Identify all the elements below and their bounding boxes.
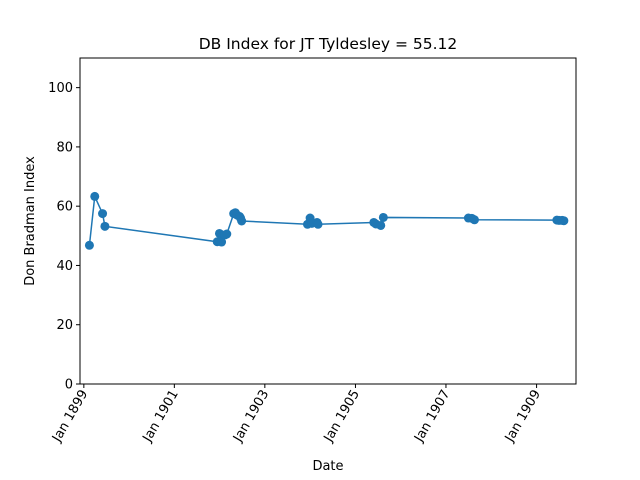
x-tick-label: Jan 1905 (321, 388, 363, 446)
plot-frame (79, 57, 577, 385)
data-point (559, 216, 569, 226)
data-point (378, 212, 388, 222)
y-axis: 0 20 40 60 80 100 (48, 81, 80, 393)
x-tick-label: Jan 1901 (140, 388, 182, 446)
data-point (90, 191, 100, 201)
data-point (237, 216, 247, 226)
data-point (217, 237, 227, 247)
x-tick-label: Jan 1909 (502, 388, 544, 446)
data-point (84, 240, 94, 250)
y-tick-label: 40 (56, 259, 73, 274)
data-point (469, 215, 479, 225)
data-point (313, 219, 323, 229)
x-axis-label: Date (312, 459, 343, 474)
data-point (98, 209, 108, 219)
y-tick-label: 0 (65, 378, 73, 393)
data-point (222, 229, 232, 239)
chart-title: DB Index for JT Tyldesley = 55.12 (199, 35, 458, 53)
y-tick-label: 60 (56, 200, 73, 215)
x-tick-label: Jan 1903 (230, 388, 272, 446)
y-tick-label: 100 (48, 81, 73, 96)
x-tick-label: Jan 1907 (411, 388, 453, 446)
x-axis: Jan 1899 Jan 1901 Jan 1903 Jan 1905 Jan 1907… (49, 384, 544, 445)
data-point (376, 220, 386, 230)
plot-area (80, 58, 576, 384)
y-axis-label: Don Bradman Index (23, 156, 38, 286)
series-layer (84, 191, 569, 250)
data-point (100, 221, 110, 231)
y-tick-label: 20 (56, 318, 73, 333)
x-tick-label: Jan 1899 (49, 388, 91, 446)
y-tick-label: 80 (56, 140, 73, 155)
